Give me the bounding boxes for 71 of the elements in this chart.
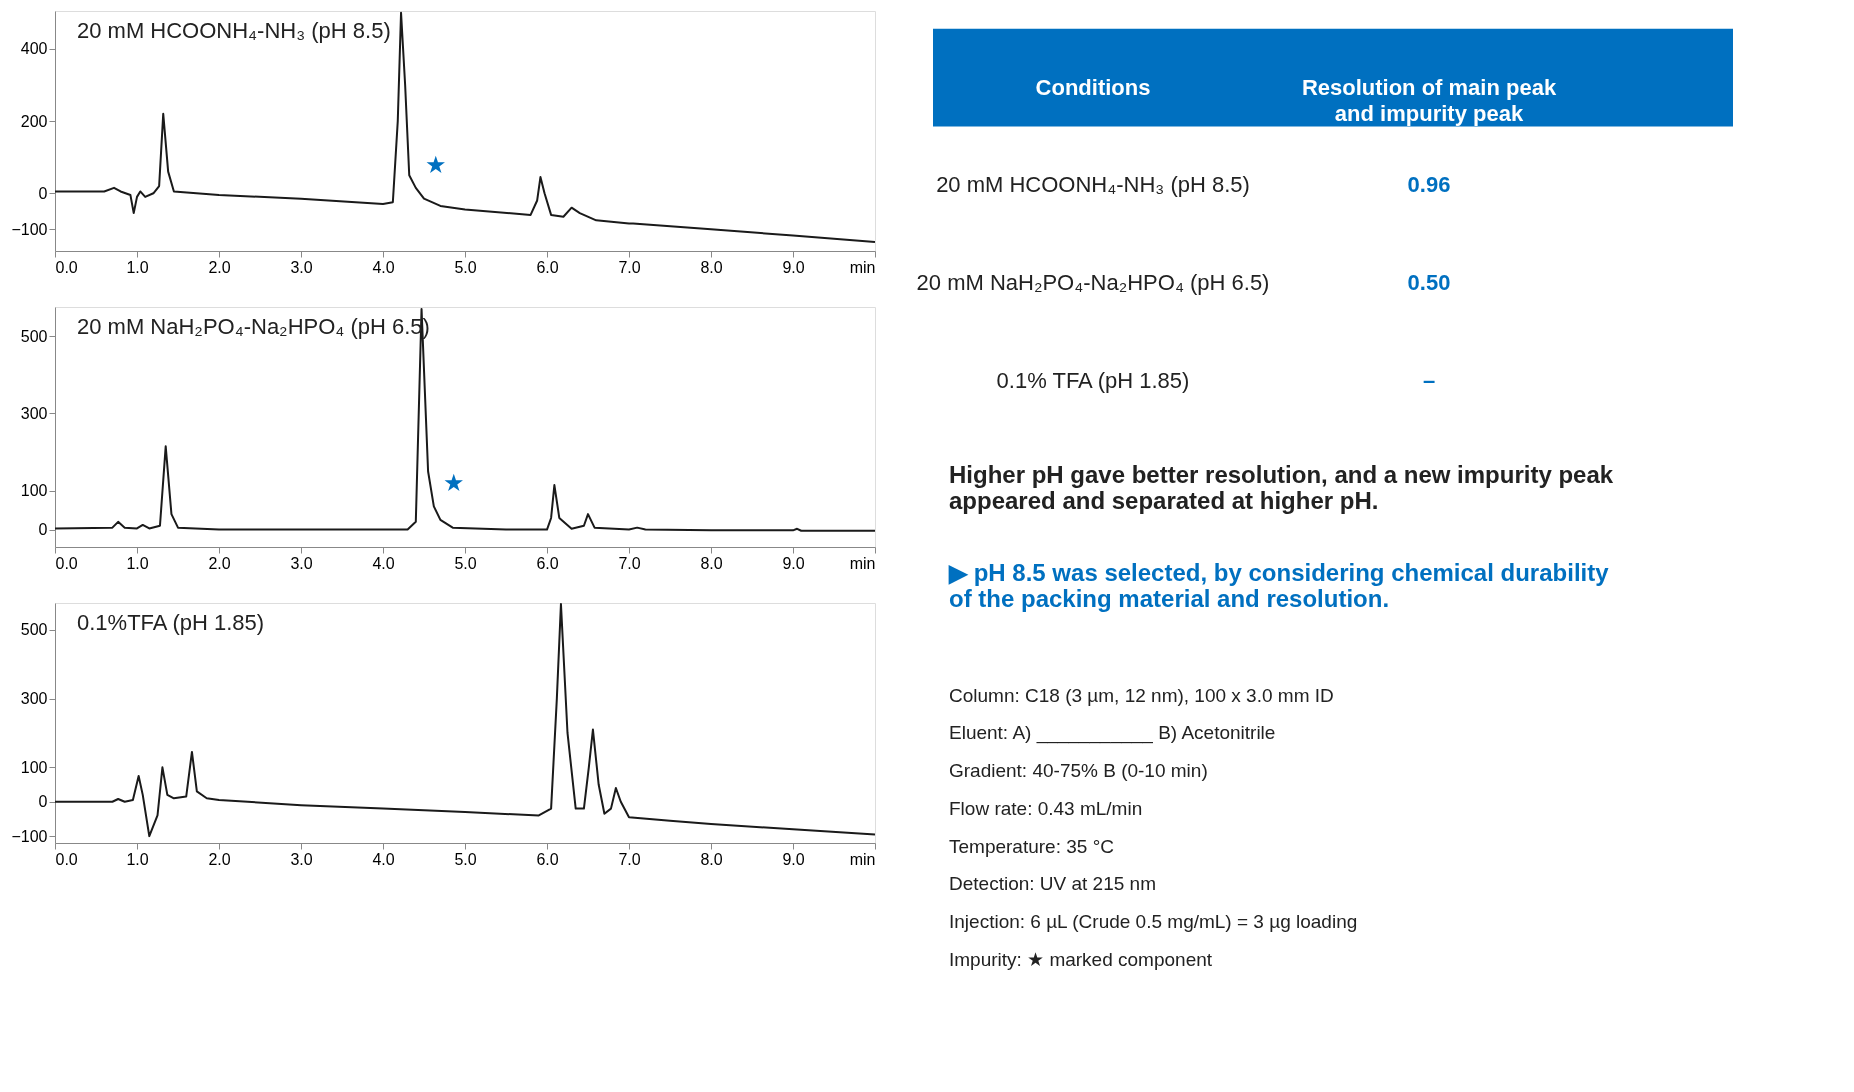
x-tick-label: 6.0 bbox=[536, 258, 559, 276]
x-tick-label: min bbox=[849, 554, 876, 572]
x-tick-label: 5.0 bbox=[454, 850, 477, 868]
y-tick-label: −100 bbox=[11, 827, 48, 845]
line-series bbox=[55, 11, 875, 243]
x-tick-label: 8.0 bbox=[700, 554, 723, 572]
y-tick-label: 300 bbox=[20, 404, 48, 422]
text: Resolution of main peak and impurity peak bbox=[1301, 74, 1557, 126]
x-tick-label: 1.0 bbox=[126, 850, 149, 868]
text: Flow rate: 0.43 mL/min bbox=[949, 797, 1143, 819]
text: 20 mM NaH₂PO₄-Na₂HPO₄ (pH 6.5) bbox=[916, 270, 1270, 296]
text: 20 mM HCOONH₄-NH₃ (pH 8.5) bbox=[936, 172, 1250, 198]
text: 0.96 bbox=[1407, 172, 1451, 198]
x-tick-label: 1.0 bbox=[126, 554, 149, 572]
y-tick-label: −100 bbox=[11, 220, 48, 238]
chart-title: 20 mM HCOONH₄-NH₃ (pH 8.5) bbox=[77, 18, 391, 43]
x-tick-label: 0.0 bbox=[55, 554, 78, 572]
x-tick-label: 8.0 bbox=[700, 258, 723, 276]
text: Detection: UV at 215 nm bbox=[949, 873, 1156, 895]
x-tick-label: 7.0 bbox=[618, 850, 641, 868]
x-tick-label: 3.0 bbox=[290, 554, 313, 572]
x-tick-label: 2.0 bbox=[208, 258, 231, 276]
y-tick-label: 500 bbox=[20, 327, 48, 345]
x-tick-label: 0.0 bbox=[55, 258, 78, 276]
text: Eluent: A) ___________ B) Acetonitrile bbox=[949, 722, 1276, 745]
x-tick-label: 5.0 bbox=[454, 258, 477, 276]
annotation: ★ bbox=[425, 150, 447, 179]
x-tick-label: 2.0 bbox=[208, 554, 231, 572]
y-tick-label: 400 bbox=[20, 40, 48, 58]
x-tick-label: 9.0 bbox=[782, 850, 805, 868]
x-tick-label: 4.0 bbox=[372, 850, 395, 868]
y-tick-label: 500 bbox=[20, 621, 48, 639]
x-tick-label: 3.0 bbox=[290, 850, 313, 868]
x-tick-label: 7.0 bbox=[618, 554, 641, 572]
x-tick-label: 2.0 bbox=[208, 850, 231, 868]
x-tick-label: 6.0 bbox=[536, 850, 559, 868]
text: 0.50 bbox=[1407, 270, 1451, 296]
text: ▶ pH 8.5 was selected, by considering chemical durability of the packing material and resolution. bbox=[948, 559, 1610, 613]
x-tick-label: 4.0 bbox=[372, 554, 395, 572]
x-tick-label: 6.0 bbox=[536, 554, 559, 572]
annotation: ★ bbox=[443, 469, 465, 498]
text: Temperature: 35 °C bbox=[949, 835, 1114, 857]
text: Higher pH gave better resolution, and a new impurity peak appeared and separated at higher pH. bbox=[949, 461, 1614, 515]
text: Injection: 6 µL (Crude 0.5 mg/mL) = 3 µg loading bbox=[949, 911, 1358, 933]
x-tick-label: min bbox=[849, 850, 876, 868]
x-tick-label: 3.0 bbox=[290, 258, 313, 276]
x-tick-label: 7.0 bbox=[618, 258, 641, 276]
text: Impurity: ★ marked component bbox=[949, 949, 1213, 970]
chart-title: 0.1%TFA (pH 1.85) bbox=[77, 610, 265, 635]
y-tick-label: 200 bbox=[20, 112, 48, 130]
x-tick-label: 8.0 bbox=[700, 850, 723, 868]
x-tick-label: 9.0 bbox=[782, 258, 805, 276]
x-tick-label: 4.0 bbox=[372, 258, 395, 276]
line-series bbox=[55, 307, 875, 532]
text: Conditions bbox=[1035, 74, 1151, 100]
text: 0.1% TFA (pH 1.85) bbox=[996, 368, 1190, 393]
y-tick-label: 300 bbox=[20, 690, 48, 708]
line-series bbox=[55, 603, 875, 838]
x-tick-label: 9.0 bbox=[782, 554, 805, 572]
x-tick-label: min bbox=[849, 258, 876, 276]
text: – bbox=[1422, 368, 1436, 393]
x-tick-label: 1.0 bbox=[126, 258, 149, 276]
text: Column: C18 (3 µm, 12 nm), 100 x 3.0 mm ID bbox=[949, 684, 1334, 706]
y-tick-label: 0 bbox=[38, 793, 48, 811]
y-tick-label: 0 bbox=[38, 184, 48, 202]
y-tick-label: 100 bbox=[20, 482, 48, 500]
y-tick-label: 100 bbox=[20, 758, 48, 776]
x-tick-label: 5.0 bbox=[454, 554, 477, 572]
x-tick-label: 0.0 bbox=[55, 850, 78, 868]
y-tick-label: 0 bbox=[38, 521, 48, 539]
text: Gradient: 40-75% B (0-10 min) bbox=[949, 760, 1208, 782]
